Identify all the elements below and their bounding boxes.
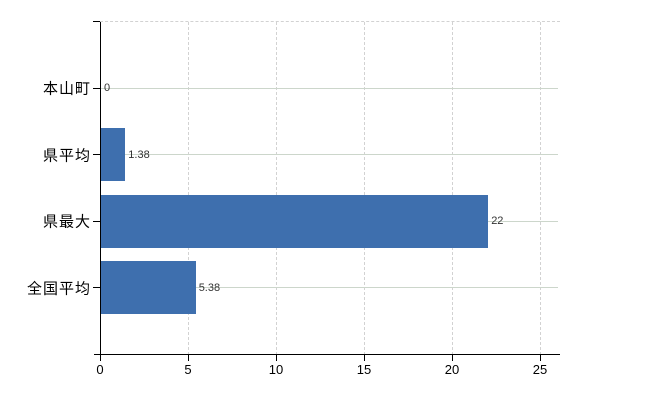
v-gridline [188, 21, 189, 355]
bar [101, 128, 126, 182]
x-tick-label: 25 [532, 361, 548, 377]
v-gridline [540, 21, 541, 355]
x-tick [100, 354, 101, 361]
y-axis [100, 21, 101, 360]
h-gridline [100, 154, 558, 156]
x-tick-label: 10 [268, 361, 284, 377]
y-tick [93, 287, 100, 289]
category-label: 県平均 [42, 147, 91, 165]
category-label: 本山町 [42, 80, 91, 98]
v-gridline [452, 21, 453, 355]
bar [101, 194, 489, 248]
bar [101, 261, 196, 315]
x-tick [188, 354, 189, 361]
y-tick [93, 87, 100, 89]
h-gridline [100, 87, 558, 89]
h-gridline [100, 287, 558, 289]
category-label: 全国平均 [26, 280, 91, 298]
x-tick-label: 15 [356, 361, 372, 377]
bar-value-label: 0 [104, 82, 111, 95]
x-tick [364, 354, 365, 361]
y-axis-end-tick [93, 21, 100, 22]
x-axis [94, 354, 560, 355]
v-gridline [364, 21, 365, 355]
x-tick [540, 354, 541, 361]
bar-value-label: 5.38 [198, 281, 221, 294]
category-label: 県最大 [42, 213, 91, 231]
bar-value-label: 22 [491, 215, 504, 228]
x-tick [276, 354, 277, 361]
bar-value-label: 1.38 [128, 148, 150, 161]
x-tick [452, 354, 453, 361]
y-tick [93, 220, 100, 222]
plot-top-border [100, 21, 560, 22]
x-tick-label: 5 [184, 361, 192, 377]
x-tick-label: 20 [444, 361, 460, 377]
y-tick [93, 154, 100, 156]
v-gridline [276, 21, 277, 355]
x-tick-label: 0 [96, 361, 104, 377]
